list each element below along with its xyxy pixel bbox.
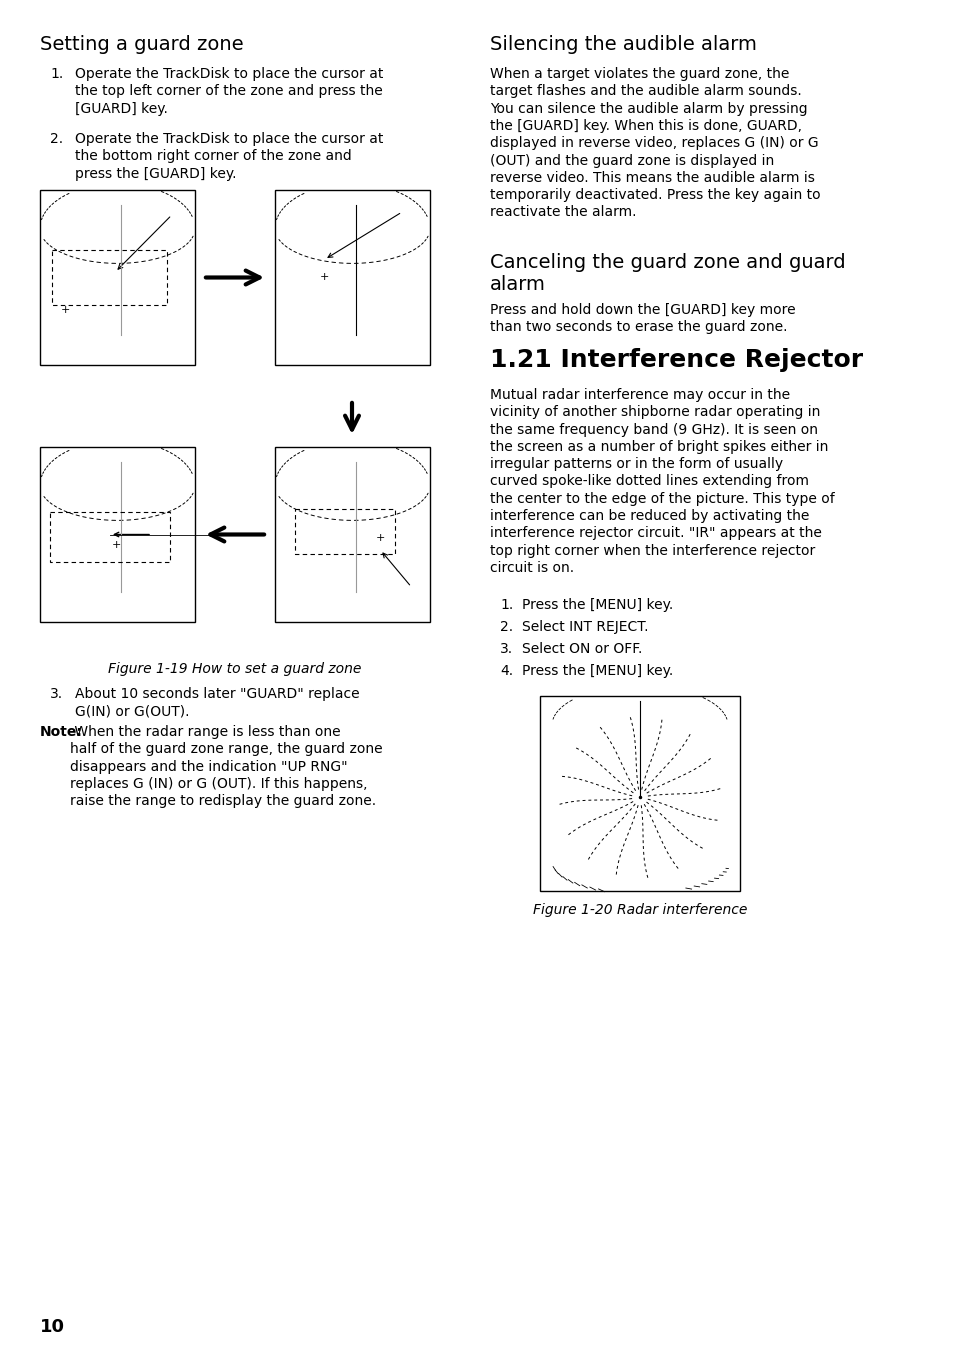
Bar [40, 190, 194, 365]
Bar [539, 696, 740, 892]
Text: Select ON or OFF.: Select ON or OFF. [521, 642, 641, 657]
Text: Figure 1-19 How to set a guard zone: Figure 1-19 How to set a guard zone [109, 662, 361, 676]
Text: Figure 1-20 Radar interference: Figure 1-20 Radar interference [533, 902, 746, 917]
Text: Press the [MENU] key.: Press the [MENU] key. [521, 598, 673, 612]
Text: Press and hold down the [GUARD] key more
than two seconds to erase the guard zon: Press and hold down the [GUARD] key more… [490, 303, 795, 334]
Text: Select INT REJECT.: Select INT REJECT. [521, 620, 648, 634]
Text: 3.: 3. [499, 642, 513, 657]
Bar [274, 447, 430, 621]
Text: When the radar range is less than one
half of the guard zone range, the guard zo: When the radar range is less than one ha… [70, 725, 382, 808]
Text: 1.: 1. [499, 598, 513, 612]
Text: Setting a guard zone: Setting a guard zone [40, 35, 243, 54]
Text: 4.: 4. [499, 663, 513, 678]
Text: 2.: 2. [50, 132, 63, 146]
Text: 2.: 2. [499, 620, 513, 634]
Text: 10: 10 [40, 1319, 65, 1336]
Text: +: + [60, 305, 70, 315]
Text: About 10 seconds later "GUARD" replace
G(IN) or G(OUT).: About 10 seconds later "GUARD" replace G… [75, 688, 359, 719]
Text: +: + [319, 273, 329, 282]
Bar [40, 447, 194, 621]
Text: Silencing the audible alarm: Silencing the audible alarm [490, 35, 756, 54]
Text: Operate the TrackDisk to place the cursor at
the top left corner of the zone and: Operate the TrackDisk to place the curso… [75, 68, 383, 116]
Text: +: + [112, 539, 121, 550]
Bar [52, 250, 167, 305]
Text: Press the [MENU] key.: Press the [MENU] key. [521, 663, 673, 678]
Bar [294, 509, 395, 554]
Bar [50, 512, 170, 562]
Text: Note:: Note: [40, 725, 83, 739]
Text: When a target violates the guard zone, the
target flashes and the audible alarm : When a target violates the guard zone, t… [490, 68, 820, 219]
Text: 1.21 Interference Rejector: 1.21 Interference Rejector [490, 349, 862, 372]
Text: 3.: 3. [50, 688, 63, 701]
Text: Operate the TrackDisk to place the cursor at
the bottom right corner of the zone: Operate the TrackDisk to place the curso… [75, 132, 383, 181]
Text: 1.: 1. [50, 68, 63, 81]
Text: +: + [375, 534, 385, 543]
Text: Canceling the guard zone and guard
alarm: Canceling the guard zone and guard alarm [490, 253, 844, 295]
Bar [274, 190, 430, 365]
Text: Mutual radar interference may occur in the
vicinity of another shipborne radar o: Mutual radar interference may occur in t… [490, 388, 834, 576]
